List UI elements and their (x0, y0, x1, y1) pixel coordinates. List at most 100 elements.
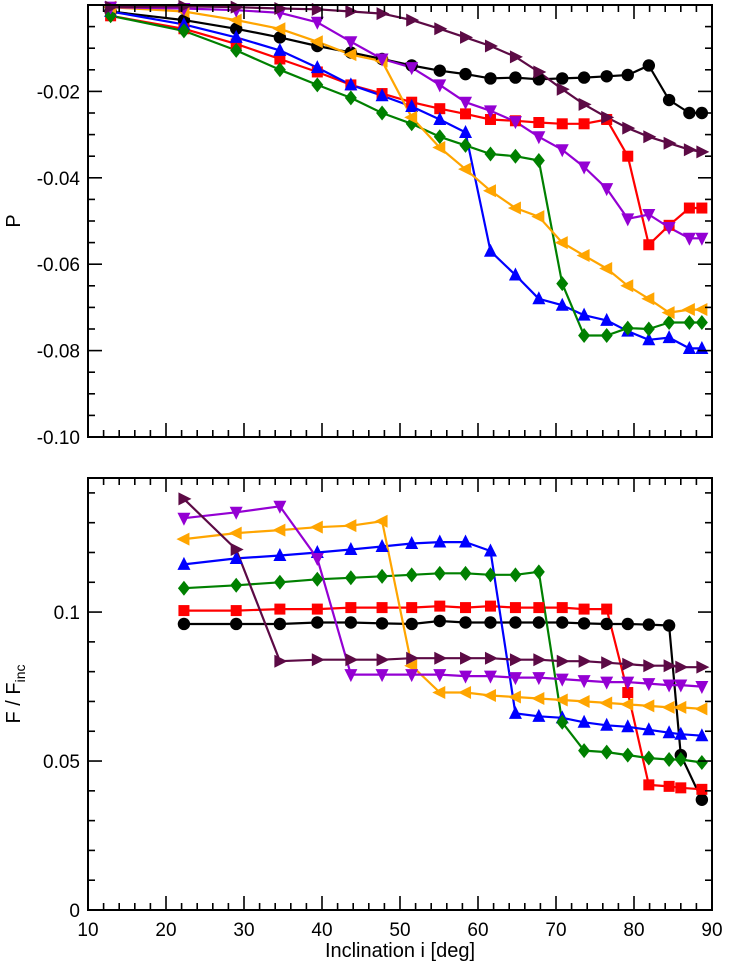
top-point-maroon (105, 0, 119, 14)
bottom-point-black (273, 617, 287, 631)
top-point-red (683, 202, 695, 214)
bottom-point-red (675, 782, 687, 794)
bottom-series-line-red (183, 604, 702, 791)
bottom-point-maroon (556, 654, 570, 668)
top-point-blue (310, 60, 324, 74)
bottom-point-red (460, 602, 472, 614)
bottom-point-green (556, 714, 569, 730)
bottom-point-orange (694, 702, 708, 716)
bottom-point-orange (661, 700, 675, 714)
bottom-point-purple (433, 669, 447, 683)
bottom-point-orange (641, 699, 655, 713)
bottom-point-black (405, 617, 418, 631)
bottom-y-tick-label: 0.1 (54, 603, 80, 624)
top-point-blue (555, 297, 569, 311)
bottom-y-axis-title-sub: inc (12, 664, 28, 682)
top-point-blue (532, 291, 546, 305)
bottom-point-black (532, 616, 546, 629)
top-point-orange (482, 184, 496, 198)
top-point-red (460, 108, 472, 120)
bottom-point-orange (531, 691, 545, 705)
bottom-point-orange (272, 523, 286, 537)
bottom-point-red (578, 603, 590, 615)
bottom-point-orange (458, 686, 472, 700)
top-point-orange (681, 303, 695, 317)
top-point-blue (229, 29, 243, 43)
bottom-point-blue (375, 539, 389, 553)
bottom-point-black (695, 793, 709, 806)
bottom-point-maroon (274, 654, 288, 668)
top-point-maroon (376, 7, 390, 21)
bottom-point-red (311, 603, 323, 615)
top-point-maroon (683, 143, 697, 157)
top-point-maroon (509, 50, 523, 64)
bottom-point-orange (576, 694, 590, 708)
bottom-point-red (376, 602, 388, 614)
bottom-point-red (406, 602, 418, 614)
bottom-point-blue (508, 705, 522, 719)
bottom-x-tick-label: 10 (77, 920, 98, 941)
top-point-orange (599, 262, 613, 276)
top-point-green (433, 129, 446, 145)
top-point-maroon (578, 97, 592, 111)
bottom-point-orange (309, 520, 323, 534)
bottom-point-maroon (311, 653, 325, 667)
top-point-orange (661, 306, 675, 320)
top-plot-frame (87, 4, 713, 438)
top-point-purple (642, 209, 656, 223)
bottom-point-red (274, 603, 286, 615)
top-point-purple (682, 232, 696, 246)
bottom-panel: 10 20 30 40 50 60 70 80 90 0 0.05 0.1 F / Finc Incl… (3, 477, 723, 962)
bottom-point-orange (404, 659, 418, 673)
bottom-point-maroon (675, 660, 689, 674)
bottom-point-blue (695, 728, 709, 742)
bottom-x-tick-label: 70 (545, 920, 566, 941)
top-point-maroon (696, 145, 710, 159)
bottom-point-green (273, 574, 286, 590)
bottom-point-maroon (406, 651, 420, 665)
top-point-purple (375, 53, 389, 67)
top-point-blue (344, 77, 358, 91)
bottom-axes-group: 10 20 30 40 50 60 70 80 90 0 0.05 0.1 (43, 478, 723, 941)
top-point-maroon (663, 136, 677, 150)
bottom-point-red (178, 605, 190, 617)
top-point-purple (555, 144, 569, 158)
bottom-point-blue (405, 536, 419, 550)
top-point-red (578, 118, 590, 130)
top-y-tick-label: -0.06 (37, 255, 80, 276)
bottom-point-orange (374, 514, 388, 528)
top-point-purple (621, 213, 635, 227)
bottom-point-green (663, 752, 676, 768)
bottom-point-purple (177, 512, 191, 526)
bottom-y-tick-label: 0.05 (43, 752, 80, 773)
top-point-maroon (556, 82, 570, 96)
bottom-point-green (177, 580, 190, 596)
bottom-point-red (663, 780, 675, 792)
top-point-maroon (643, 130, 657, 144)
top-point-blue (508, 267, 522, 281)
bottom-point-red (533, 602, 545, 614)
top-point-black (662, 93, 676, 107)
top-y-tick-label: -0.04 (37, 169, 81, 190)
top-point-orange (404, 110, 418, 124)
top-point-red (622, 150, 634, 162)
bottom-point-black (621, 617, 634, 631)
top-point-orange (507, 201, 521, 215)
bottom-point-maroon (533, 653, 547, 667)
top-point-orange (343, 48, 357, 62)
top-point-red (434, 103, 446, 115)
top-point-green (459, 137, 472, 153)
bottom-point-purple (674, 679, 688, 693)
bottom-point-blue (662, 725, 676, 739)
top-point-red (696, 202, 708, 214)
top-point-black (695, 106, 709, 120)
top-point-green (376, 105, 389, 121)
top-point-red (533, 117, 545, 129)
top-point-blue (375, 88, 389, 102)
bottom-point-black (459, 616, 472, 629)
top-point-blue (600, 312, 614, 326)
top-point-maroon (345, 4, 359, 18)
bottom-point-black (642, 618, 656, 631)
top-point-blue (273, 42, 287, 56)
bottom-point-green (344, 570, 357, 586)
